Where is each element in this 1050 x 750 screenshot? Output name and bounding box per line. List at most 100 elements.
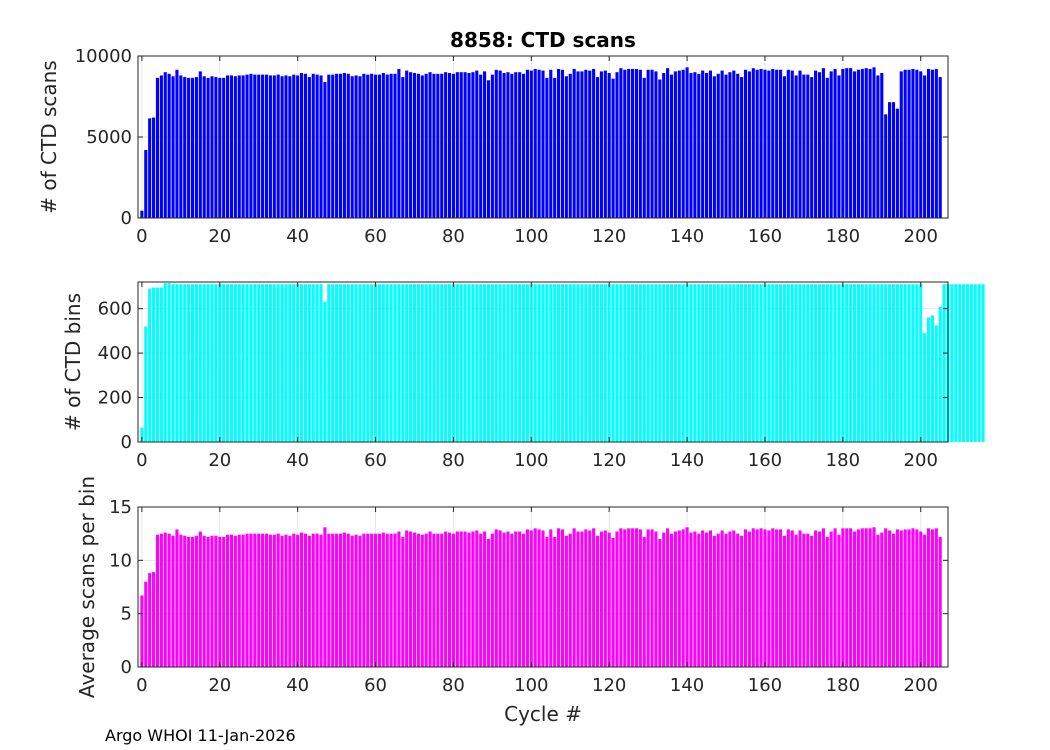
bar <box>732 284 736 442</box>
bar <box>518 284 522 442</box>
x-tick-label: 20 <box>208 675 231 696</box>
x-tick-label: 120 <box>592 675 626 696</box>
bar <box>934 325 938 442</box>
bar <box>245 284 249 442</box>
bar <box>588 530 592 667</box>
bar <box>455 531 459 667</box>
bar <box>876 534 880 667</box>
bar <box>938 77 942 218</box>
bar <box>175 69 179 219</box>
bar <box>479 74 483 218</box>
bar <box>689 284 693 442</box>
bar <box>880 532 884 667</box>
bar <box>506 72 510 218</box>
bar <box>179 284 183 442</box>
bar <box>362 73 366 218</box>
bar <box>720 284 724 442</box>
bar <box>837 284 841 442</box>
bar <box>486 539 491 667</box>
bar <box>288 76 292 218</box>
bar <box>685 67 689 218</box>
bar <box>856 284 860 442</box>
bar <box>634 528 639 667</box>
bar <box>891 533 896 667</box>
bar <box>327 284 331 442</box>
bar <box>323 527 327 667</box>
bar <box>782 284 786 442</box>
bar <box>280 535 284 667</box>
bar <box>327 533 331 667</box>
bar <box>802 284 806 442</box>
bar <box>654 71 658 218</box>
bar <box>331 74 335 218</box>
y-tick-label: 10 <box>109 550 132 571</box>
x-tick-label: 120 <box>592 226 626 247</box>
bar <box>311 73 315 218</box>
bar <box>712 535 716 667</box>
bar <box>697 73 701 218</box>
bar <box>708 530 713 667</box>
bar <box>732 70 736 218</box>
bar <box>475 284 479 442</box>
bar <box>806 74 810 218</box>
bar <box>163 72 167 218</box>
bar <box>307 284 311 442</box>
bar <box>923 75 927 218</box>
bar <box>163 532 167 667</box>
bar <box>416 284 420 442</box>
bar <box>175 284 179 442</box>
bar <box>436 284 440 442</box>
bar <box>159 533 163 667</box>
bar <box>288 284 292 442</box>
bar <box>751 284 755 442</box>
bar <box>669 533 674 667</box>
bar <box>272 75 276 218</box>
bar <box>276 533 280 667</box>
bar <box>510 284 514 442</box>
x-tick-label: 20 <box>208 450 231 471</box>
bar <box>350 284 354 442</box>
bar <box>845 68 849 219</box>
bar <box>790 530 794 667</box>
bar <box>930 69 934 219</box>
bar <box>268 284 272 442</box>
bar <box>245 74 249 218</box>
bar <box>592 68 596 219</box>
bar <box>930 529 934 667</box>
bar <box>455 284 459 442</box>
bar <box>607 73 611 218</box>
bar <box>751 528 755 667</box>
bar <box>179 75 183 218</box>
bar <box>459 284 463 442</box>
bar <box>923 333 927 442</box>
bar <box>362 284 366 442</box>
bar <box>440 533 444 667</box>
bar <box>926 68 931 219</box>
bar <box>525 529 529 667</box>
bar <box>829 284 833 442</box>
bar <box>681 284 685 442</box>
bar <box>198 71 202 218</box>
bar <box>327 74 331 218</box>
bar <box>728 72 732 218</box>
bar <box>903 69 907 219</box>
bar <box>194 535 198 667</box>
bar <box>662 532 666 667</box>
bar <box>911 528 915 667</box>
bar <box>973 284 977 442</box>
bar <box>167 533 171 667</box>
bar <box>759 68 763 219</box>
bar <box>187 284 191 442</box>
bar <box>370 533 374 667</box>
bar <box>642 77 646 219</box>
x-tick-label: 20 <box>208 226 231 247</box>
bar <box>584 69 588 219</box>
bar <box>576 71 580 218</box>
bar <box>319 75 323 218</box>
bar <box>222 77 226 219</box>
bar <box>385 533 389 667</box>
bar <box>841 528 845 667</box>
bar <box>825 536 829 667</box>
bar <box>194 77 198 218</box>
bar <box>447 532 452 667</box>
